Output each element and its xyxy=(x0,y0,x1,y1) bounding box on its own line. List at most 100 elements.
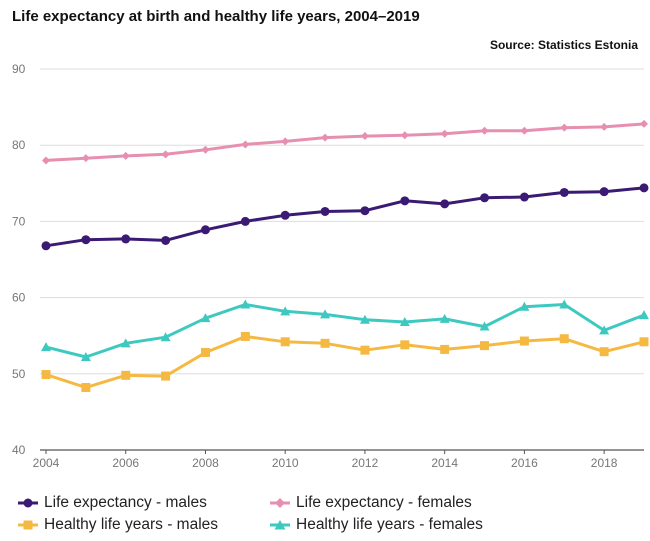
y-tick-label: 40 xyxy=(12,443,26,457)
chart-source: Source: Statistics Estonia xyxy=(489,38,638,52)
y-tick-label: 60 xyxy=(12,291,26,305)
legend-item-females[interactable]: Life expectancy - females xyxy=(270,494,472,512)
data-point xyxy=(280,337,290,347)
legend-item-males[interactable]: Life expectancy - males xyxy=(18,494,207,512)
data-point xyxy=(440,129,449,138)
y-axis-ticks: 40 50 60 70 80 90 xyxy=(12,62,26,457)
legend-label: Healthy life years - females xyxy=(296,516,483,533)
data-point xyxy=(639,310,649,320)
series-diamond xyxy=(42,119,648,165)
data-point xyxy=(41,370,51,380)
y-tick-label: 90 xyxy=(12,62,26,76)
data-point xyxy=(639,337,649,347)
x-axis-ticks: 2004 2006 2008 2010 2012 2014 2016 2018 xyxy=(33,450,618,470)
data-point xyxy=(440,199,450,209)
data-point xyxy=(200,347,210,357)
data-point xyxy=(240,331,250,341)
x-tick-label: 2010 xyxy=(272,456,299,470)
data-point xyxy=(639,183,649,193)
data-point xyxy=(599,347,609,357)
data-point xyxy=(240,299,251,309)
data-point xyxy=(400,340,410,350)
x-tick-label: 2006 xyxy=(112,456,139,470)
y-tick-label: 80 xyxy=(12,138,26,152)
data-point xyxy=(360,206,370,216)
data-point xyxy=(120,338,131,348)
legend-marker-circle-icon xyxy=(18,498,38,508)
data-point xyxy=(42,156,50,165)
x-tick-label: 2004 xyxy=(33,456,60,470)
x-tick-label: 2014 xyxy=(431,456,458,470)
data-point xyxy=(121,370,131,380)
series-line xyxy=(44,303,646,359)
data-point xyxy=(400,131,409,140)
legend-marker-square-icon xyxy=(18,520,38,530)
data-point xyxy=(241,140,250,149)
data-point xyxy=(559,299,570,309)
data-point xyxy=(520,126,529,135)
data-point xyxy=(80,352,91,362)
data-point xyxy=(560,123,569,132)
data-point xyxy=(281,137,290,146)
data-point xyxy=(161,235,171,245)
data-point xyxy=(359,314,370,324)
data-point xyxy=(399,316,410,326)
data-point xyxy=(121,151,130,160)
data-point xyxy=(320,206,330,216)
data-point xyxy=(240,216,250,226)
legend-label: Life expectancy - males xyxy=(44,494,207,511)
data-point xyxy=(160,332,171,342)
data-point xyxy=(480,126,489,135)
series-line xyxy=(44,335,646,389)
series-line xyxy=(44,122,646,162)
x-tick-label: 2018 xyxy=(591,456,618,470)
legend-label: Healthy life years - males xyxy=(44,516,219,533)
data-point xyxy=(200,225,210,235)
data-point xyxy=(200,313,211,323)
data-point xyxy=(559,187,569,197)
series-circle xyxy=(41,183,649,251)
data-point xyxy=(360,345,370,355)
data-point xyxy=(41,342,51,352)
data-point xyxy=(81,235,91,245)
legend-item-healthy-females[interactable]: Healthy life years - females xyxy=(270,516,483,534)
data-point xyxy=(480,341,490,351)
data-point xyxy=(559,334,569,344)
data-point xyxy=(161,371,171,381)
chart-title: Life expectancy at birth and healthy lif… xyxy=(12,8,420,25)
x-tick-label: 2016 xyxy=(511,456,538,470)
x-tick-label: 2012 xyxy=(352,456,379,470)
data-point xyxy=(360,132,369,141)
data-point xyxy=(41,241,51,251)
data-point xyxy=(320,309,331,319)
data-point xyxy=(201,145,210,154)
data-point xyxy=(439,313,450,323)
data-point xyxy=(479,321,490,331)
data-point xyxy=(480,193,490,203)
data-point xyxy=(600,122,609,131)
x-tick-label: 2008 xyxy=(192,456,219,470)
data-point xyxy=(81,383,91,393)
data-point xyxy=(519,301,530,311)
data-point xyxy=(81,154,90,163)
legend-marker-triangle-icon xyxy=(270,520,290,530)
data-point xyxy=(640,119,648,128)
y-tick-label: 70 xyxy=(12,214,26,228)
legend-marker-diamond-icon xyxy=(270,498,290,508)
data-point xyxy=(280,210,290,220)
data-point xyxy=(599,187,609,197)
data-point xyxy=(599,325,610,335)
data-point xyxy=(320,338,330,348)
data-point xyxy=(400,196,410,206)
data-point xyxy=(519,336,529,346)
data-point xyxy=(440,344,450,354)
series-square xyxy=(41,331,649,393)
legend-item-healthy-males[interactable]: Healthy life years - males xyxy=(18,516,218,534)
series-line xyxy=(44,186,646,248)
legend-label: Life expectancy - females xyxy=(296,494,472,511)
data-point xyxy=(280,306,291,316)
series-triangle xyxy=(41,299,649,362)
series-group xyxy=(41,119,649,393)
gridlines xyxy=(40,68,644,451)
